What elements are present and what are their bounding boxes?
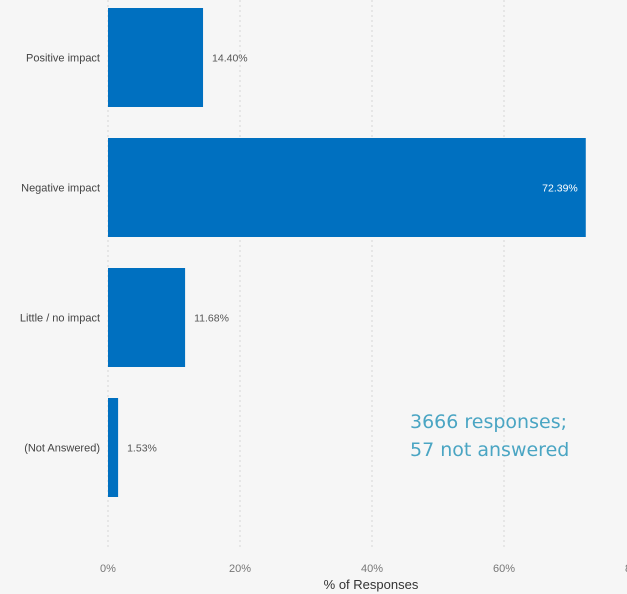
annotation-line-2: 57 not answered	[410, 439, 570, 461]
x-tick-label: 60%	[493, 563, 515, 575]
response-count-annotation: 3666 responses; 57 not answered	[410, 408, 569, 464]
bar	[108, 138, 586, 237]
category-label: Negative impact	[21, 183, 100, 195]
value-label: 1.53%	[127, 443, 157, 455]
value-label: 14.40%	[212, 53, 248, 65]
category-label: Little / no impact	[20, 313, 100, 325]
value-label: 11.68%	[194, 313, 229, 325]
x-tick-label: 20%	[229, 563, 251, 575]
tick-layer: 0% 20% 40% 60% 80%	[100, 563, 627, 575]
x-tick-label: 80%	[625, 563, 627, 575]
bar	[108, 8, 204, 107]
bar	[108, 398, 119, 497]
category-label: Positive impact	[26, 53, 100, 65]
label-layer: Positive impact 14.40% Negative impact 72.3…	[20, 53, 578, 455]
bar	[108, 268, 186, 367]
annotation-line-1: 3666 responses;	[410, 411, 567, 433]
bar-layer	[108, 8, 586, 497]
x-axis-title: % of Responses	[324, 577, 419, 592]
value-label: 72.39%	[542, 183, 578, 195]
x-tick-label: 0%	[100, 563, 116, 575]
category-label: (Not Answered)	[24, 443, 100, 455]
x-tick-label: 40%	[361, 563, 383, 575]
